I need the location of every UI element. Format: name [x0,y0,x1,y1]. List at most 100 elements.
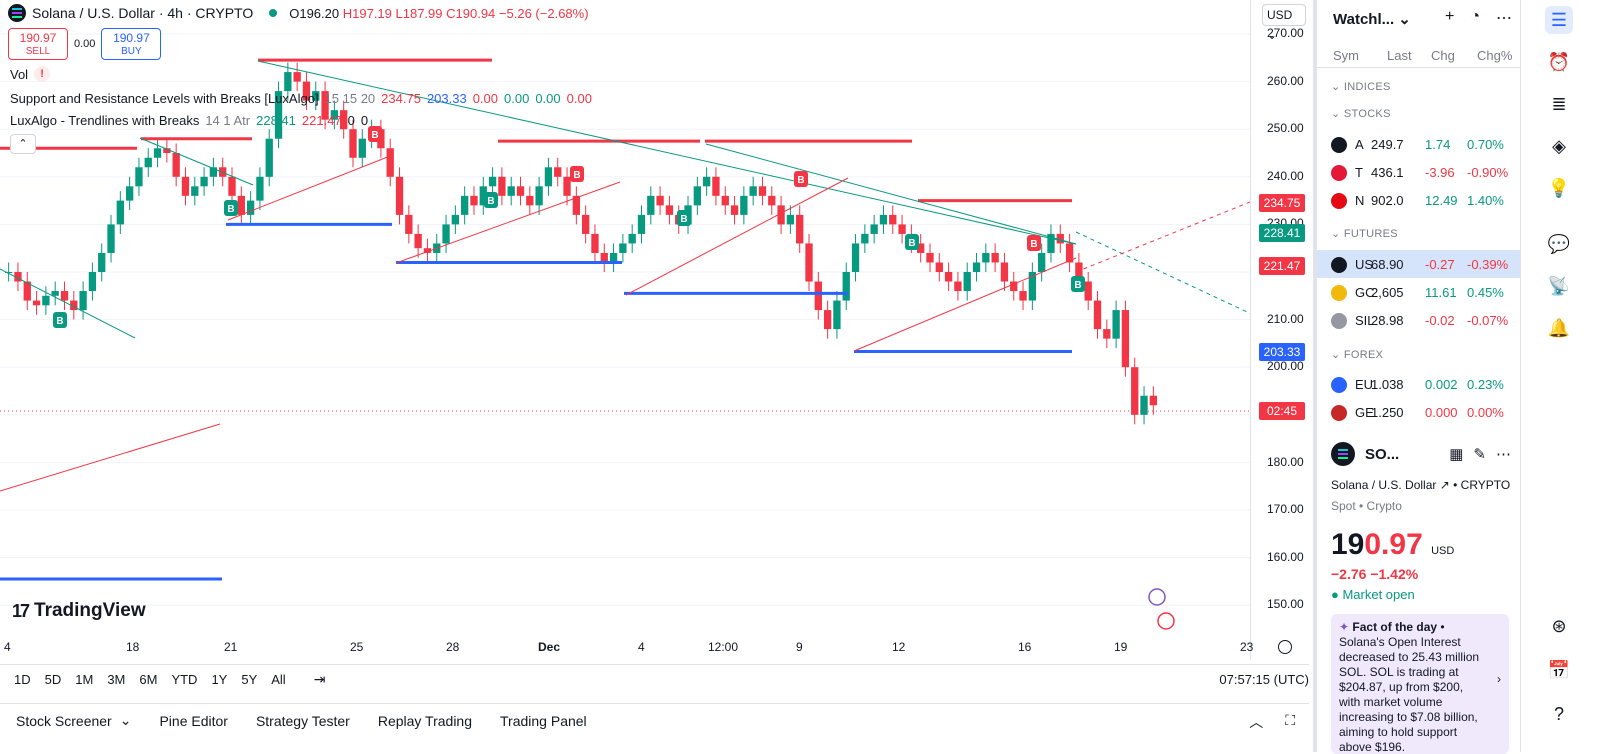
watchlist-last: 1.250 [1371,405,1404,420]
price-chart[interactable]: B B B B B B B B B B [0,0,1250,636]
indicator-trendlines[interactable]: LuxAlgo - Trendlines with Breaks 14 1 At… [10,113,368,128]
ohlc-low: L187.99 [395,5,443,21]
time-axis[interactable]: 4 18 21 25 28 Dec 4 12:00 9 12 16 19 23 [0,636,1253,660]
indicator-vol[interactable]: Vol ! [10,66,51,82]
range-all[interactable]: All [271,672,286,687]
watchlist-row[interactable]: GC 2,605 11.61 0.45% [1317,278,1524,306]
more-icon[interactable]: ⋯ [1496,10,1512,27]
buy-button[interactable]: 190.97 BUY [101,28,162,60]
chart-area[interactable]: B B B B B B B B B B [0,0,1309,660]
chevron-down-icon[interactable]: ⌄ [1331,81,1344,93]
streams-icon[interactable]: 📡 [1547,275,1571,296]
layers-icon[interactable]: ◈ [1552,135,1566,156]
candle-body [1140,395,1148,415]
collapse-legend-button[interactable]: ⌃ [10,134,36,154]
candle-body [861,233,869,244]
range-1d[interactable]: 1D [14,672,31,687]
utc-clock[interactable]: 07:57:15 (UTC) [1219,672,1309,687]
candle-body [563,176,571,196]
collapse-panel-icon[interactable]: ︿ [1249,714,1264,730]
watchlist-section[interactable]: ⌄ FUTURES [1331,228,1398,240]
range-ytd[interactable]: YTD [171,672,198,687]
watchlist-row[interactable]: SIL 28.98 -0.02 -0.07% [1317,306,1524,334]
maximize-panel-icon[interactable]: ⛶ [1285,712,1295,728]
break-label-badge [1071,276,1085,292]
tab-stock-screener[interactable]: Stock Screener [16,712,112,729]
watchlist-panel: Watchl... ⌄ + ◔ ⋯ Sym Last Chg Chg% ⌄ IN… [1313,0,1524,754]
symbol-title[interactable]: Solana / U.S. Dollar · 4h · CRYPTO [32,5,254,21]
sell-button[interactable]: 190.97 SELL [8,28,68,60]
layout-icon[interactable]: ▦ [1449,446,1464,463]
candle-body [1075,262,1083,282]
watchlist-sym: GC [1355,285,1375,300]
watchlist-section[interactable]: ⌄ FOREX [1331,349,1384,361]
object-tree-icon[interactable]: ≣ [1551,93,1567,114]
watchlist-section[interactable]: ⌄ INDICES [1331,81,1391,93]
details-name[interactable]: Solana / U.S. Dollar [1331,478,1437,492]
tab-replay-trading[interactable]: Replay Trading [377,712,473,729]
symbol-details-header: SO... ▦ ✎ ⋯ [1331,442,1511,466]
range-5y[interactable]: 5Y [241,672,258,687]
watchlist-row[interactable]: EU 1.038 0.002 0.23% [1317,370,1524,398]
col-sym: Sym [1333,48,1359,63]
indicator-sr[interactable]: Support and Resistance Levels with Break… [10,91,592,106]
fact-of-the-day[interactable]: ✦ Fact of the day • Solana's Open Intere… [1331,614,1509,754]
watchlist-row[interactable]: A 249.7 1.74 0.70% [1317,130,1524,158]
tab-trading-panel[interactable]: Trading Panel [500,712,587,729]
price-scale[interactable]: 270.00260.00250.00240.00230.00220.00210.… [1250,0,1310,660]
range-1y[interactable]: 1Y [211,672,228,687]
currency-selector[interactable]: USD ⌄ [1262,4,1306,42]
watchlist-last: 249.7 [1371,137,1404,152]
help-icon[interactable]: ? [1553,703,1564,724]
tl-value-3: 0 [347,113,355,128]
watchlist-row[interactable]: GE 1.250 0.000 0.00% [1317,398,1524,426]
heatmap-icon[interactable]: ◔ [1470,8,1480,25]
candle-body [591,233,599,253]
candle-body [209,167,218,177]
watchlist-row[interactable]: US 68.90 -0.27 -0.39% [1317,250,1524,278]
time-tick: 16 [1018,640,1032,654]
tab-pine-editor[interactable]: Pine Editor [159,712,228,729]
tradingview-logo[interactable]: 17 TradingView [12,600,146,622]
range-3m[interactable]: 3M [107,672,126,687]
calendar-icon[interactable]: 📅 [1547,659,1571,680]
details-more-icon[interactable]: ⋯ [1495,446,1511,463]
trendline-up [0,423,221,492]
warning-icon[interactable]: ! [34,66,51,82]
candle-body [14,272,22,282]
chat-icon[interactable]: 💬 [1547,233,1571,254]
chevron-down-icon[interactable]: ⌄ [1331,228,1344,240]
chevron-down-icon[interactable]: ⌄ [1331,108,1344,120]
alerts-icon[interactable]: ⏰ [1547,51,1571,72]
break-label-text: B [680,214,687,225]
price-label-tag: 234.75 [1259,194,1305,212]
notifications-icon[interactable]: 🔔 [1547,317,1571,338]
range-5d[interactable]: 5D [44,672,62,687]
watchlist-icon[interactable]: ☰ [1545,6,1573,34]
candle-body [479,186,487,206]
watchlist-row[interactable]: T 436.1 -3.96 -0.90% [1317,158,1524,186]
time-tick: 18 [126,640,140,654]
trendline-projection [1075,231,1250,314]
chevron-down-icon[interactable]: ⌄ [119,712,132,728]
date-range-icon[interactable]: ⇥ [313,671,326,687]
sr-params: 15 15 20 [324,91,376,106]
watchlist-last: 28.98 [1371,313,1404,328]
ohlc-high: H197.19 [342,5,392,21]
help-center-icon[interactable]: ⊛ [1551,615,1567,636]
watchlist-title[interactable]: Watchl... ⌄ [1333,11,1411,28]
ideas-icon[interactable]: 💡 [1547,177,1571,198]
chevron-down-icon[interactable]: ⌄ [1331,349,1344,361]
range-1m[interactable]: 1M [75,672,94,687]
price-tick: 200.00 [1267,359,1304,373]
add-symbol-icon[interactable]: + [1444,8,1455,25]
watchlist-section[interactable]: ⌄ STOCKS [1331,108,1391,120]
chart-settings-icon[interactable] [1278,640,1292,654]
edit-icon[interactable]: ✎ [1473,446,1486,463]
details-short[interactable]: SO... [1365,445,1400,463]
tab-strategy-tester[interactable]: Strategy Tester [255,712,350,729]
chevron-right-icon[interactable]: › [1497,672,1501,686]
range-6m[interactable]: 6M [139,672,158,687]
watchlist-row[interactable]: N 902.0 12.49 1.40% [1317,186,1524,214]
candle-body [1019,291,1027,301]
